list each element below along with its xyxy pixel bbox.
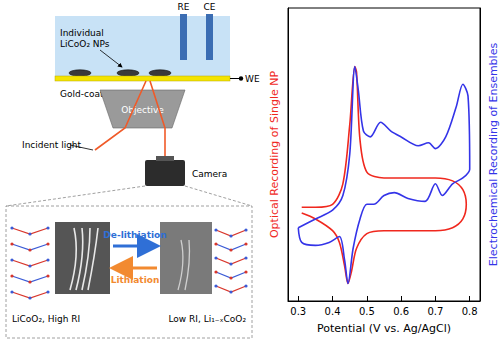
svg-text:Lithiation: Lithiation <box>111 275 160 285</box>
svg-text:0.8: 0.8 <box>462 306 478 317</box>
svg-text:0.5: 0.5 <box>359 306 375 317</box>
svg-text:0.3: 0.3 <box>290 306 306 317</box>
svg-text:Individual: Individual <box>60 28 104 38</box>
svg-text:RE: RE <box>178 2 190 12</box>
svg-text:LiCoO₂ NPs: LiCoO₂ NPs <box>60 39 110 49</box>
svg-text:Optical Recording of Single NP: Optical Recording of Single NP <box>268 71 281 239</box>
svg-text:WE: WE <box>245 74 260 84</box>
svg-text:De-lithiation: De-lithiation <box>103 230 166 240</box>
svg-text:Objective: Objective <box>121 105 164 115</box>
svg-text:CE: CE <box>204 2 216 12</box>
svg-text:Low RI, Li₁₋ₓCoO₂: Low RI, Li₁₋ₓCoO₂ <box>168 314 246 324</box>
svg-text:Electrochemical Recording of E: Electrochemical Recording of Ensembles <box>487 43 500 267</box>
svg-text:Incident light: Incident light <box>22 140 82 150</box>
svg-text:0.4: 0.4 <box>325 306 341 317</box>
svg-text:0.7: 0.7 <box>427 306 443 317</box>
svg-text:0.6: 0.6 <box>393 306 409 317</box>
svg-text:LiCoO₂, High RI: LiCoO₂, High RI <box>12 314 80 324</box>
svg-text:Potential (V vs. Ag/AgCl): Potential (V vs. Ag/AgCl) <box>317 322 451 335</box>
svg-text:Camera: Camera <box>192 169 227 179</box>
